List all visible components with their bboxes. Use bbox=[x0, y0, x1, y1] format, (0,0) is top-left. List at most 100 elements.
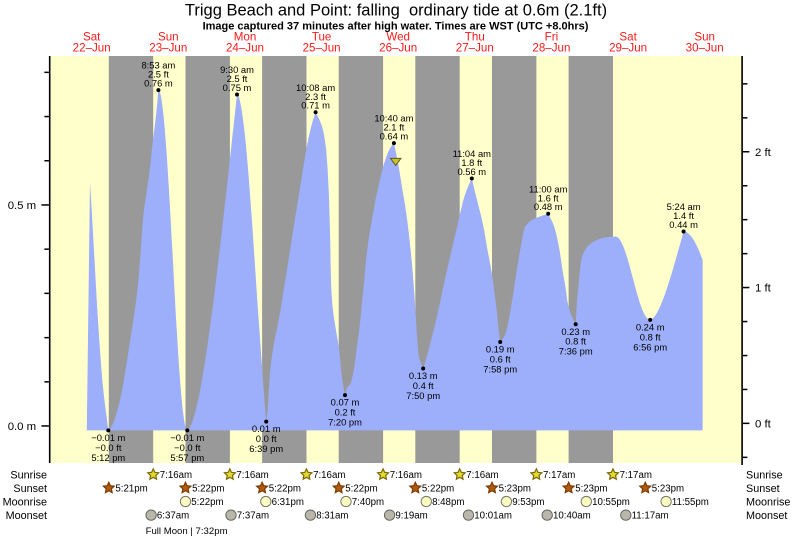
svg-text:7:50 pm: 7:50 pm bbox=[406, 390, 440, 401]
svg-text:0.48 m: 0.48 m bbox=[534, 201, 563, 212]
svg-text:7:16am: 7:16am bbox=[390, 470, 422, 481]
svg-text:0.56 m: 0.56 m bbox=[457, 166, 486, 177]
svg-text:Sunset: Sunset bbox=[13, 483, 47, 495]
svg-text:Sat: Sat bbox=[83, 30, 101, 43]
svg-text:2.5 ft: 2.5 ft bbox=[148, 69, 169, 80]
svg-text:−0.01 m: −0.01 m bbox=[91, 432, 125, 443]
svg-text:0.75 m: 0.75 m bbox=[223, 82, 252, 93]
svg-text:7:40pm: 7:40pm bbox=[352, 497, 384, 508]
svg-text:9:53pm: 9:53pm bbox=[512, 497, 544, 508]
svg-text:0.0 ft: 0.0 ft bbox=[256, 433, 277, 444]
svg-text:2.3 ft: 2.3 ft bbox=[305, 91, 326, 102]
svg-text:−0.01 m: −0.01 m bbox=[170, 432, 204, 443]
svg-text:0.13 m: 0.13 m bbox=[409, 370, 438, 381]
svg-text:8:31am: 8:31am bbox=[316, 511, 348, 522]
svg-text:−0.0 ft: −0.0 ft bbox=[174, 442, 201, 453]
svg-text:0.76 m: 0.76 m bbox=[144, 78, 173, 89]
svg-text:5:12 pm: 5:12 pm bbox=[91, 452, 125, 463]
svg-text:5:22pm: 5:22pm bbox=[191, 497, 223, 508]
svg-text:7:17am: 7:17am bbox=[543, 470, 575, 481]
svg-text:2.1 ft: 2.1 ft bbox=[383, 122, 404, 133]
svg-text:Sunrise: Sunrise bbox=[10, 470, 47, 482]
svg-text:8:53 am: 8:53 am bbox=[141, 60, 175, 71]
svg-text:25–Jun: 25–Jun bbox=[303, 42, 341, 55]
svg-text:10:08 am: 10:08 am bbox=[296, 82, 335, 93]
svg-text:9:30 am: 9:30 am bbox=[220, 64, 254, 75]
svg-text:Moonset: Moonset bbox=[746, 510, 787, 522]
svg-text:0.44 m: 0.44 m bbox=[669, 219, 698, 230]
svg-text:11:04 am: 11:04 am bbox=[453, 148, 492, 159]
svg-text:29–Jun: 29–Jun bbox=[609, 42, 647, 55]
svg-text:1 ft: 1 ft bbox=[755, 283, 772, 295]
svg-text:Thu: Thu bbox=[465, 30, 485, 43]
svg-text:0.01 m: 0.01 m bbox=[252, 423, 281, 434]
svg-text:2 ft: 2 ft bbox=[755, 147, 772, 159]
svg-text:Mon: Mon bbox=[234, 30, 257, 43]
svg-text:−0.0 ft: −0.0 ft bbox=[95, 442, 122, 453]
svg-text:5:57 pm: 5:57 pm bbox=[170, 452, 204, 463]
svg-text:11:00 am: 11:00 am bbox=[529, 183, 568, 194]
svg-text:0.5 m: 0.5 m bbox=[8, 200, 37, 212]
svg-text:1.8 ft: 1.8 ft bbox=[461, 157, 482, 168]
svg-text:Sun: Sun bbox=[694, 30, 715, 43]
svg-text:9:19am: 9:19am bbox=[395, 511, 427, 522]
svg-text:6:31pm: 6:31pm bbox=[272, 497, 304, 508]
svg-text:30–Jun: 30–Jun bbox=[686, 42, 724, 55]
svg-text:5:23pm: 5:23pm bbox=[652, 484, 684, 495]
svg-text:0.71 m: 0.71 m bbox=[301, 100, 330, 111]
svg-text:0.23 m: 0.23 m bbox=[561, 326, 590, 337]
svg-text:0.2 ft: 0.2 ft bbox=[335, 407, 356, 418]
svg-text:10:01am: 10:01am bbox=[474, 511, 512, 522]
svg-text:7:16am: 7:16am bbox=[236, 470, 268, 481]
svg-text:7:36 pm: 7:36 pm bbox=[559, 346, 593, 357]
svg-text:24–Jun: 24–Jun bbox=[226, 42, 264, 55]
svg-text:6:37am: 6:37am bbox=[157, 511, 189, 522]
svg-text:8:48pm: 8:48pm bbox=[432, 497, 464, 508]
svg-text:5:24 am: 5:24 am bbox=[667, 201, 701, 212]
svg-text:7:16am: 7:16am bbox=[466, 470, 498, 481]
svg-text:Moonrise: Moonrise bbox=[3, 496, 47, 508]
svg-text:0.07 m: 0.07 m bbox=[331, 397, 360, 408]
svg-text:5:22pm: 5:22pm bbox=[192, 484, 224, 495]
svg-text:22–Jun: 22–Jun bbox=[73, 42, 111, 55]
svg-text:Tue: Tue bbox=[312, 30, 332, 43]
svg-text:0.6 ft: 0.6 ft bbox=[490, 353, 511, 364]
svg-text:0.8 ft: 0.8 ft bbox=[565, 336, 586, 347]
svg-text:1.6 ft: 1.6 ft bbox=[538, 192, 559, 203]
svg-text:Sunrise: Sunrise bbox=[746, 470, 783, 482]
svg-text:Sun: Sun bbox=[158, 30, 179, 43]
svg-text:7:20 pm: 7:20 pm bbox=[328, 417, 362, 428]
svg-text:7:16am: 7:16am bbox=[313, 470, 345, 481]
svg-text:0.0 m: 0.0 m bbox=[8, 421, 37, 433]
svg-text:Full Moon | 7:32pm: Full Moon | 7:32pm bbox=[146, 526, 228, 537]
svg-text:Moonset: Moonset bbox=[6, 510, 47, 522]
svg-text:7:58 pm: 7:58 pm bbox=[483, 363, 517, 374]
svg-text:10:40am: 10:40am bbox=[553, 511, 591, 522]
svg-text:0.24 m: 0.24 m bbox=[636, 322, 665, 333]
svg-text:0.4 ft: 0.4 ft bbox=[413, 380, 434, 391]
svg-text:5:22pm: 5:22pm bbox=[345, 484, 377, 495]
svg-text:27–Jun: 27–Jun bbox=[456, 42, 494, 55]
svg-text:5:23pm: 5:23pm bbox=[575, 484, 607, 495]
svg-text:1.4 ft: 1.4 ft bbox=[673, 210, 694, 221]
svg-text:2.5 ft: 2.5 ft bbox=[227, 73, 248, 84]
svg-text:Wed: Wed bbox=[386, 30, 410, 43]
svg-text:5:23pm: 5:23pm bbox=[499, 484, 531, 495]
svg-text:6:39 pm: 6:39 pm bbox=[249, 443, 283, 454]
svg-text:11:17am: 11:17am bbox=[632, 511, 669, 522]
svg-text:0.64 m: 0.64 m bbox=[380, 131, 409, 142]
svg-text:10:55pm: 10:55pm bbox=[592, 497, 630, 508]
svg-text:28–Jun: 28–Jun bbox=[532, 42, 570, 55]
svg-text:0 ft: 0 ft bbox=[755, 419, 772, 431]
svg-text:7:16am: 7:16am bbox=[160, 470, 192, 481]
svg-text:0.8 ft: 0.8 ft bbox=[640, 331, 661, 342]
svg-text:6:56 pm: 6:56 pm bbox=[633, 341, 667, 352]
svg-text:7:17am: 7:17am bbox=[620, 470, 652, 481]
svg-text:5:22pm: 5:22pm bbox=[269, 484, 301, 495]
svg-text:23–Jun: 23–Jun bbox=[149, 42, 187, 55]
svg-text:5:21pm: 5:21pm bbox=[115, 484, 147, 495]
svg-text:Image captured 37 minutes afte: Image captured 37 minutes after high wat… bbox=[203, 21, 589, 33]
svg-text:11:55pm: 11:55pm bbox=[672, 497, 709, 508]
svg-text:7:37am: 7:37am bbox=[237, 511, 269, 522]
svg-text:0.19 m: 0.19 m bbox=[486, 344, 515, 355]
